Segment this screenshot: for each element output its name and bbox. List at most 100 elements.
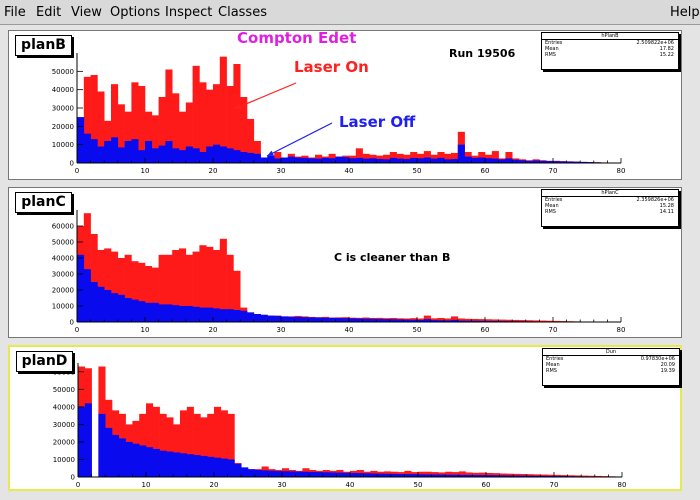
bar-laser-on-26	[253, 141, 261, 163]
bar-laser-off-53	[438, 474, 446, 477]
bar-laser-off-5	[111, 293, 119, 322]
bar-laser-on-69	[546, 320, 554, 322]
bar-laser-on-22	[226, 86, 234, 163]
bar-laser-off-45	[383, 159, 391, 163]
bar-laser-off-39	[342, 157, 350, 163]
bar-laser-off-24	[240, 152, 248, 163]
bar-laser-on-10	[146, 403, 154, 477]
bar-laser-off-14	[172, 148, 180, 163]
bar-laser-off-36	[322, 472, 330, 477]
bar-laser-off-26	[253, 314, 261, 322]
bar-laser-off-20	[213, 144, 221, 163]
pad-planB[interactable]: 0 10 20 30 40 50 60 70 80 0 10000 20000 30000 40000 50…	[8, 29, 682, 180]
bar-laser-on-61	[491, 319, 499, 322]
bar-laser-on-73	[574, 475, 582, 477]
bar-laser-off-6	[117, 294, 125, 322]
bar-laser-on-3	[97, 91, 105, 163]
stats-row-mean: Mean 20.09	[546, 362, 675, 368]
x-tick-label: 30	[278, 481, 287, 489]
x-tick-label: 80	[617, 167, 626, 175]
menu-file[interactable]: File	[4, 5, 26, 20]
x-tick-label: 0	[75, 167, 79, 175]
x-tick-label: 0	[76, 481, 80, 489]
bar-laser-off-53	[437, 157, 445, 163]
bar-laser-off-56	[457, 320, 465, 322]
menu-help[interactable]: Help	[670, 5, 700, 20]
bar-laser-on-14	[172, 93, 180, 163]
chart-title-compton: Compton Edet	[237, 29, 357, 47]
bar-laser-off-39	[343, 472, 351, 477]
bar-laser-on-2	[90, 75, 98, 163]
bar-laser-off-43	[369, 158, 377, 163]
bar-laser-on-59	[478, 319, 486, 322]
stats-title: Dun	[543, 349, 679, 356]
bar-laser-off-13	[165, 141, 173, 163]
bar-laser-on-20	[213, 250, 221, 322]
bar-laser-off-19	[206, 146, 214, 163]
bar-laser-on-64	[513, 473, 521, 477]
bar-laser-off-5	[112, 434, 120, 477]
bar-laser-off-36	[321, 157, 329, 163]
run-number: Run 19506	[449, 47, 516, 60]
bar-laser-off-23	[233, 150, 241, 163]
bar-laser-on-51	[423, 315, 431, 322]
bar-laser-off-33	[302, 471, 310, 477]
bar-laser-off-9	[138, 150, 146, 163]
bar-laser-off-48	[403, 319, 411, 322]
bar-laser-on-19	[206, 89, 214, 163]
menu-options[interactable]: Options	[110, 5, 161, 20]
menu-inspect[interactable]: Inspect	[165, 5, 213, 20]
bar-laser-on-7	[124, 254, 132, 322]
bar-laser-on-16	[185, 102, 193, 163]
bar-laser-off-23	[234, 463, 242, 477]
pad-planC[interactable]: 0 10 20 30 40 50 60 70 80 0 10000 20000 30000 40000 50…	[8, 187, 682, 338]
stats-row-mean: Mean 17.82	[545, 46, 674, 52]
bar-laser-off-28	[268, 470, 276, 477]
bar-laser-on-56	[457, 318, 465, 322]
menu-view[interactable]: View	[71, 5, 102, 20]
bar-laser-off-61	[491, 320, 499, 322]
bar-laser-off-36	[321, 317, 329, 322]
y-tick-label: 30000	[53, 421, 75, 429]
x-tick-label: 30	[277, 326, 286, 334]
bar-laser-on-10	[145, 266, 153, 322]
bar-laser-off-2	[90, 139, 98, 163]
bar-laser-on-70	[553, 320, 561, 322]
stats-row-entries: Entries 2.509822e+06	[545, 40, 674, 46]
bar-laser-on-13	[165, 69, 173, 163]
stats-box[interactable]: hPlanB Entries 2.509822e+06 Mean 17.82 RMS…	[541, 32, 679, 70]
bar-laser-on-55	[451, 316, 459, 322]
stats-title: hPlanC	[542, 190, 678, 197]
pad-planD[interactable]: 0 10 20 30 40 50 60 70 80 0 10000 20000 30000 40000 50…	[8, 345, 682, 491]
bar-laser-off-46	[389, 157, 397, 163]
bar-laser-off-55	[451, 158, 459, 163]
stats-row-rms: RMS 19.39	[546, 368, 675, 374]
y-tick-label: 50000	[52, 68, 74, 76]
bar-laser-off-12	[159, 450, 167, 477]
bar-laser-on-62	[498, 319, 506, 322]
canvas[interactable]: 0 10 20 30 40 50 60 70 80 0 10000 20000 30000 40000 50…	[0, 25, 700, 500]
bar-laser-on-18	[200, 417, 208, 477]
bar-laser-off-1	[83, 133, 91, 163]
menu-classes[interactable]: Classes	[218, 5, 267, 20]
bar-laser-off-66	[525, 160, 533, 163]
bar-laser-off-22	[227, 459, 235, 477]
menu-bar: File Edit View Options Inspect Classes H…	[0, 0, 700, 25]
bar-laser-on-7	[124, 111, 132, 163]
bar-laser-off-49	[410, 157, 418, 163]
y-tick-label: 30000	[52, 105, 74, 113]
x-tick-label: 70	[549, 326, 558, 334]
bar-laser-off-44	[376, 158, 384, 163]
bar-laser-on-61	[491, 151, 499, 163]
stats-box[interactable]: hPlanC Entries 2.359826e+06 Mean 15.28 RMS…	[541, 189, 679, 227]
bar-laser-off-10	[146, 447, 154, 477]
stats-box[interactable]: Dun Entries 0.97830e+06 Mean 20.09 RMS 19.3…	[542, 348, 680, 386]
bar-laser-off-22	[226, 309, 234, 322]
bar-laser-off-71	[559, 161, 567, 163]
bar-laser-off-64	[512, 159, 520, 163]
bar-laser-off-16	[185, 306, 193, 322]
bar-laser-off-51	[423, 319, 431, 322]
menu-edit[interactable]: Edit	[36, 5, 62, 20]
bar-laser-off-21	[220, 458, 228, 477]
bar-laser-off-58	[471, 320, 479, 322]
